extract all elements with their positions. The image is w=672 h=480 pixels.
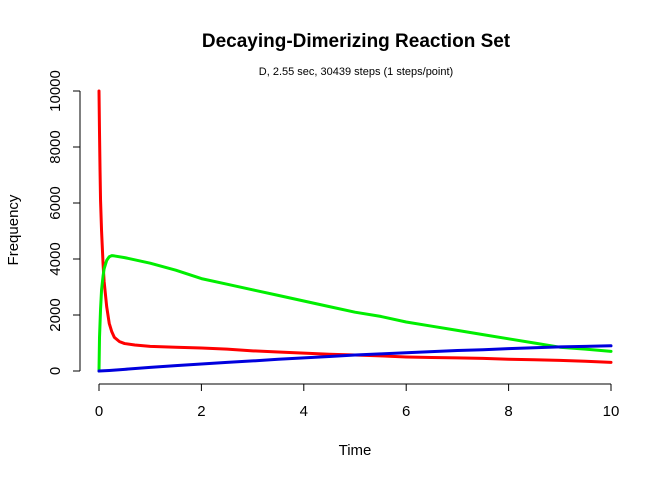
x-tick-label: 2 xyxy=(197,403,205,420)
y-tick-label: 0 xyxy=(47,367,64,375)
x-tick-label: 6 xyxy=(402,403,410,420)
y-tick-label: 10000 xyxy=(47,70,64,112)
x-axis-ticks: 0 2 4 6 8 10 xyxy=(95,384,620,420)
y-axis-label: Frequency xyxy=(5,194,22,265)
series-line-3 xyxy=(97,344,613,373)
series-line-2 xyxy=(97,254,613,373)
series-line-1 xyxy=(97,89,613,364)
y-axis-ticks: 0 2000 4000 6000 8000 10000 xyxy=(47,70,80,375)
y-tick-label: 2000 xyxy=(47,298,64,331)
x-axis-label: Time xyxy=(339,442,372,459)
chart-subtitle: D, 2.55 sec, 30439 steps (1 steps/point) xyxy=(259,66,453,78)
y-tick-label: 4000 xyxy=(47,242,64,275)
y-tick-label: 8000 xyxy=(47,130,64,163)
x-tick-label: 4 xyxy=(300,403,308,420)
x-tick-label: 0 xyxy=(95,403,103,420)
x-tick-label: 8 xyxy=(504,403,512,420)
plot-area xyxy=(97,89,613,373)
x-tick-label: 10 xyxy=(603,403,620,420)
y-tick-label: 6000 xyxy=(47,186,64,219)
chart-title: Decaying-Dimerizing Reaction Set xyxy=(202,31,511,52)
